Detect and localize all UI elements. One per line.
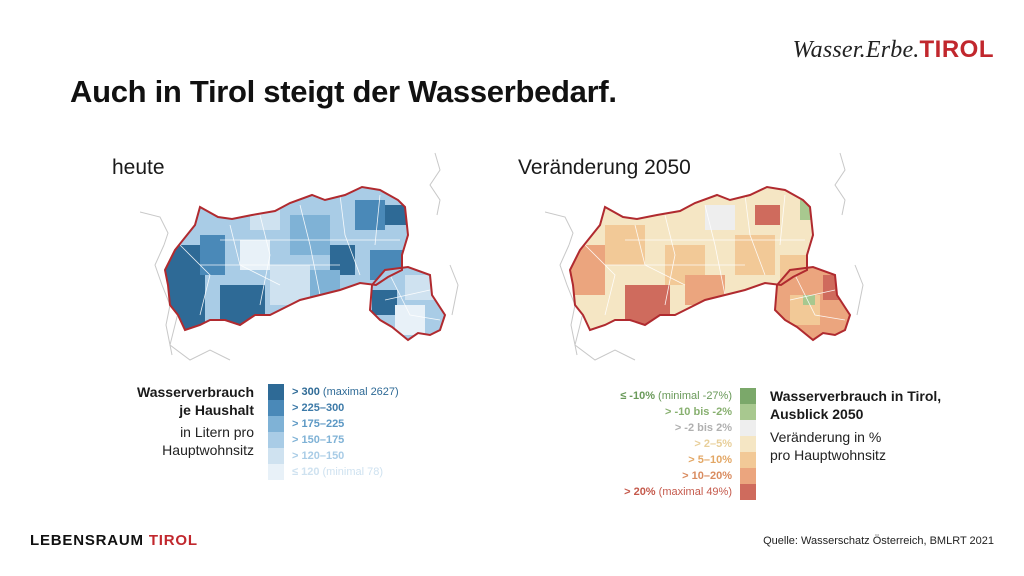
legend-right-swatch bbox=[740, 388, 756, 404]
legend-left-swatch bbox=[268, 384, 284, 400]
legend-right-label: > 20% (maximal 49%) bbox=[624, 486, 732, 498]
legend-right-note: Veränderung in % pro Hauptwohnsitz bbox=[770, 429, 886, 463]
footer-brand: LEBENSRAUM TIROL bbox=[30, 532, 198, 549]
map-water-use-today bbox=[140, 152, 459, 361]
legend-right-swatch bbox=[740, 452, 756, 468]
legend-left-label: > 300 (maximal 2627) bbox=[292, 386, 399, 398]
legend-left-swatch bbox=[268, 448, 284, 464]
legend-right-label: > 2–5% bbox=[694, 438, 732, 450]
legend-left-note: in Litern pro Hauptwohnsitz bbox=[162, 424, 254, 458]
legend-left-swatch bbox=[268, 400, 284, 416]
legend-right-label: > 10–20% bbox=[682, 470, 732, 482]
legend-right-swatch bbox=[740, 468, 756, 484]
map-label-2050: Veränderung 2050 bbox=[518, 156, 691, 179]
legend-left-label: > 225–300 bbox=[292, 402, 345, 414]
legend-left-label: ≤ 120 (minimal 78) bbox=[292, 466, 384, 478]
legend-right-swatch bbox=[740, 404, 756, 420]
legend-left-label: > 120–150 bbox=[292, 450, 345, 462]
legend-right-swatch bbox=[740, 436, 756, 452]
map-label-today: heute bbox=[112, 156, 165, 179]
source-note: Quelle: Wasserschatz Österreich, BMLRT 2… bbox=[763, 535, 994, 547]
brand-logo: Wasser.Erbe.TIROL bbox=[792, 36, 994, 63]
legend-right-swatch bbox=[740, 484, 756, 500]
legend-right-label: > 5–10% bbox=[688, 454, 732, 466]
legend-left-label: > 150–175 bbox=[292, 434, 345, 446]
legend-left-swatch bbox=[268, 464, 284, 480]
legend-left-title: Wasserverbrauch je Haushalt bbox=[137, 384, 254, 418]
map-change-2050 bbox=[545, 152, 864, 361]
legend-right-swatch bbox=[740, 420, 756, 436]
legend-left-label: > 175–225 bbox=[292, 418, 345, 430]
legend-left-swatch bbox=[268, 416, 284, 432]
legend-right-label: > -2 bis 2% bbox=[674, 422, 732, 434]
page-title: Auch in Tirol steigt der Wasserbedarf. bbox=[70, 74, 617, 109]
legend-left-swatch bbox=[268, 432, 284, 448]
legend-right-label: > -10 bis -2% bbox=[665, 406, 732, 418]
legend-right-title: Wasserverbrauch in Tirol, Ausblick 2050 bbox=[770, 388, 942, 422]
legend-right-label: ≤ -10% (minimal -27%) bbox=[620, 390, 732, 402]
